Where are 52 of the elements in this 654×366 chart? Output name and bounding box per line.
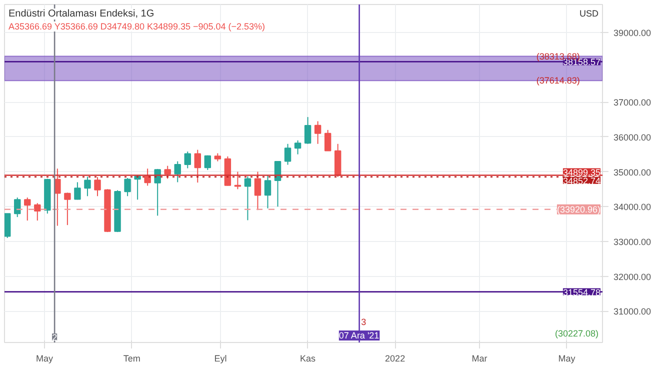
candlestick	[324, 129, 332, 152]
y-tick-label: 34000.00	[614, 202, 652, 212]
candlestick	[64, 192, 71, 226]
candlestick	[34, 202, 41, 222]
chart-title: Endüstri Ortalaması Endeksi, 1G	[8, 8, 154, 20]
candlestick	[204, 154, 212, 171]
candlestick	[74, 182, 81, 200]
candlestick	[304, 116, 312, 144]
ref-line-label: 34852.74	[562, 176, 601, 186]
y-tick-label: 31000.00	[614, 306, 652, 317]
x-tick-label: Tem	[123, 354, 140, 364]
x-tick-label: Kas	[300, 354, 316, 364]
y-tick-label: 36000.00	[614, 132, 652, 142]
candlestick	[294, 140, 302, 155]
ref-line-label: 07 Ara '21	[338, 330, 380, 340]
candlestick	[314, 120, 322, 144]
x-tick-label: 2022	[385, 354, 406, 364]
candlestick	[284, 143, 292, 166]
x-tick-label: Mar	[472, 354, 488, 364]
candlestick	[244, 176, 252, 221]
candlestick	[14, 197, 21, 218]
y-tick-label: 35000.00	[614, 167, 652, 178]
candlestick	[24, 197, 31, 222]
y-tick-label: 32000.00	[614, 272, 652, 282]
annotation: USD	[580, 8, 599, 18]
candlestick	[164, 165, 171, 180]
ref-line-label: (33920.96)	[556, 204, 601, 214]
candlestick	[174, 160, 181, 183]
y-tick-label: 33000.00	[614, 236, 652, 247]
candlestick	[144, 168, 151, 186]
candlestick	[154, 168, 161, 216]
candlestick	[264, 174, 272, 209]
annotation: (37614.83)	[536, 76, 580, 86]
x-tick-label: May	[558, 354, 576, 364]
x-tick-label: Eyl	[214, 354, 227, 364]
candlestick	[184, 151, 191, 169]
annotation: (30227.08)	[554, 328, 599, 338]
candlestick	[194, 149, 201, 184]
y-tick-label: 39000.00	[614, 28, 652, 38]
annotation: 3	[361, 317, 366, 328]
candlestick	[4, 213, 11, 238]
y-tick-label: 37000.00	[614, 98, 652, 108]
candlestick	[254, 171, 262, 211]
ref-line-label: 31554.78	[562, 287, 601, 298]
x-tick-label: May	[36, 354, 54, 364]
candlestick	[54, 168, 61, 226]
candlestick	[94, 176, 101, 197]
text: A35366.69 Y35366.69 D34749.80 K34899.35 −905.04 (−2.53%)	[8, 22, 266, 32]
candlestick	[84, 176, 91, 197]
ref-line-label: 2	[52, 332, 58, 342]
ref-line-label: 34899.35	[562, 167, 601, 178]
candlestick	[124, 178, 131, 197]
